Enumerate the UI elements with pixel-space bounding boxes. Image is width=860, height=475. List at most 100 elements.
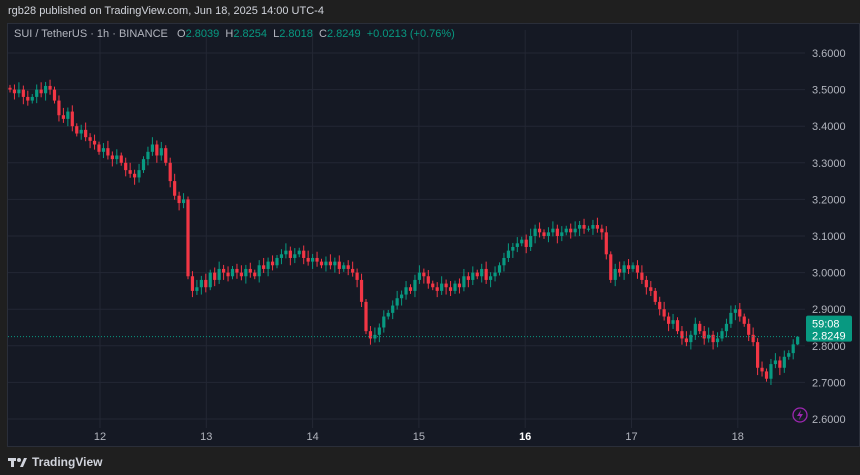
low-label: L	[273, 28, 280, 40]
open-value: 2.8039	[185, 28, 220, 40]
candle-body	[133, 173, 137, 178]
candle-body	[662, 309, 666, 317]
x-tick-label: 13	[200, 431, 212, 443]
candle-body	[284, 250, 288, 255]
candle-body	[560, 232, 564, 236]
symbol-title[interactable]: SUI / TetherUS · 1h · BINANCE	[14, 28, 168, 40]
candle-body	[649, 287, 653, 291]
candle-body	[342, 265, 346, 269]
tradingview-logo[interactable]: TradingView	[8, 455, 102, 469]
candle-body	[747, 323, 751, 335]
candle-body	[17, 89, 21, 94]
open-label: O	[177, 28, 186, 40]
candle-body	[524, 239, 528, 247]
candle-body	[66, 111, 70, 119]
candle-body	[413, 279, 417, 291]
candle-body	[644, 279, 648, 288]
y-tick-label: 2.9000	[812, 304, 846, 316]
candle-body	[337, 261, 341, 269]
candle-body	[658, 301, 662, 310]
candle-body	[173, 181, 177, 196]
candle-body	[440, 283, 444, 291]
y-tick-label: 2.8000	[812, 341, 846, 353]
published-caption: rgb28 published on TradingView.com, Jun …	[8, 5, 324, 17]
candle-body	[248, 268, 252, 273]
candle-body	[146, 151, 150, 160]
candle-body	[680, 331, 684, 339]
candle-body	[288, 250, 292, 258]
high-value: 2.8254	[233, 28, 267, 40]
candle-body	[457, 283, 462, 288]
candle-body	[106, 148, 110, 156]
candle-body	[155, 144, 159, 156]
candle-body	[70, 111, 74, 127]
candle-body	[693, 323, 697, 335]
candle-body	[653, 290, 657, 302]
y-tick-label: 3.0000	[812, 268, 846, 280]
candle-body	[270, 261, 275, 266]
x-tick-label: 16	[519, 431, 531, 443]
candle-body	[582, 225, 586, 229]
candle-body	[333, 261, 337, 266]
candle-body	[698, 323, 702, 332]
close-value: 2.8249	[326, 28, 361, 40]
candle-body	[667, 316, 671, 324]
lightning-icon-bolt	[797, 410, 803, 420]
candle-body	[12, 89, 17, 94]
candle-body	[529, 236, 533, 247]
y-tick-label: 3.2000	[812, 194, 846, 206]
candle-body	[448, 287, 453, 291]
candle-body	[181, 199, 186, 204]
candle-body	[689, 334, 693, 343]
y-tick-label: 3.6000	[812, 48, 846, 60]
candle-body	[199, 279, 203, 288]
candle-body	[618, 268, 622, 273]
candle-body	[110, 155, 114, 160]
low-value: 2.8018	[279, 28, 313, 40]
candle-body	[324, 261, 328, 266]
candle-body	[30, 96, 34, 101]
y-tick-label: 3.4000	[812, 121, 846, 133]
candle-body	[773, 360, 777, 365]
candle-body	[546, 232, 551, 236]
candle-body	[235, 268, 239, 273]
y-tick-label: 3.5000	[812, 85, 846, 97]
candle-body	[435, 287, 439, 291]
candle-body	[720, 331, 724, 339]
y-tick-label: 3.3000	[812, 158, 846, 170]
candle-body	[204, 279, 208, 288]
candle-body	[190, 276, 195, 291]
candle-body	[626, 265, 631, 269]
candle-body	[462, 276, 466, 288]
candle-body	[604, 232, 608, 255]
candle-body	[217, 268, 221, 280]
candle-body	[453, 283, 457, 291]
candle-body	[119, 155, 123, 163]
candle-body	[484, 268, 488, 280]
candle-body	[137, 170, 141, 178]
candle-body	[315, 257, 319, 262]
candle-body	[497, 265, 502, 273]
candle-body	[75, 126, 79, 134]
candle-body	[515, 243, 519, 247]
candle-body	[564, 228, 568, 233]
candle-body	[569, 228, 573, 233]
candle-body	[88, 137, 92, 141]
candle-body	[391, 305, 395, 313]
candle-body	[733, 309, 737, 313]
candle-body	[141, 159, 146, 171]
candle-body	[466, 276, 470, 280]
candle-body	[319, 261, 324, 266]
candle-body	[79, 129, 83, 134]
candle-body	[742, 316, 746, 324]
candle-body	[164, 148, 168, 163]
candle-body	[355, 272, 359, 280]
candle-body	[213, 272, 217, 280]
candle-body	[48, 85, 52, 90]
candle-body	[177, 195, 181, 204]
candle-body	[715, 338, 720, 343]
candle-body	[159, 148, 163, 156]
candle-body	[101, 148, 106, 152]
candle-body	[675, 320, 680, 332]
